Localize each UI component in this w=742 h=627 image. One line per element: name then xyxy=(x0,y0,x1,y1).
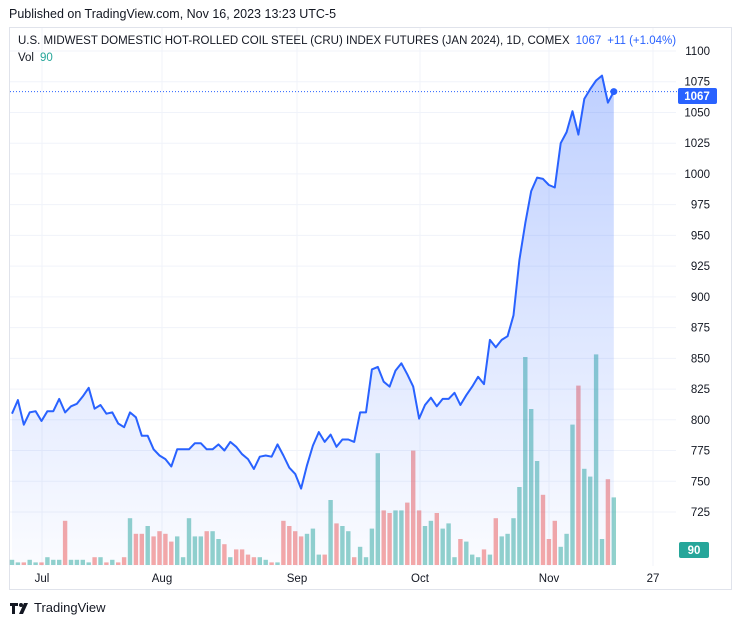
price-tick-label: 725 xyxy=(691,507,710,519)
last-price-dot xyxy=(610,88,618,96)
volume-legend: Vol 90 xyxy=(18,52,53,64)
price-tick-label: 975 xyxy=(691,200,710,212)
price-tick-label: 775 xyxy=(691,446,710,458)
footer-brand[interactable]: TradingView xyxy=(10,600,106,615)
price-area-fill xyxy=(12,75,614,566)
footer-brand-label: TradingView xyxy=(34,600,106,615)
symbol-title: U.S. MIDWEST DOMESTIC HOT-ROLLED COIL ST… xyxy=(18,35,570,47)
tradingview-logo-icon xyxy=(10,602,28,614)
price-tick-label: 825 xyxy=(691,384,710,396)
price-tick-label: 750 xyxy=(691,476,710,488)
price-tick-label: 1075 xyxy=(684,77,710,89)
time-tick-label: Jul xyxy=(35,573,50,585)
price-tick-label: 900 xyxy=(691,292,710,304)
price-tick-label: 800 xyxy=(691,415,710,427)
time-tick-label: Oct xyxy=(411,573,430,585)
price-tick-label: 1000 xyxy=(684,169,710,181)
published-note: Published on TradingView.com, Nov 16, 20… xyxy=(9,7,337,21)
legend-price: 1067 xyxy=(575,35,602,47)
chart-legend: U.S. MIDWEST DOMESTIC HOT-ROLLED COIL ST… xyxy=(18,35,676,47)
price-tick-label: 1050 xyxy=(684,107,710,119)
last-price-badge: 1067 xyxy=(678,88,717,104)
time-tick-label: Sep xyxy=(287,573,307,585)
last-volume-label: 90 xyxy=(688,545,701,557)
time-axis: Jul Aug Sep Oct Nov 27 xyxy=(35,573,660,585)
legend-change: +11 (+1.04%) xyxy=(607,35,677,47)
price-tick-label: 1025 xyxy=(684,138,710,150)
time-tick-label: Aug xyxy=(152,573,172,585)
last-volume-badge: 90 xyxy=(679,542,709,558)
price-tick-label: 925 xyxy=(691,261,710,273)
volume-value: 90 xyxy=(40,52,53,64)
price-tick-label: 850 xyxy=(691,353,710,365)
price-tick-label: 950 xyxy=(691,230,710,242)
chart-frame xyxy=(9,27,732,590)
price-axis: 725 750 775 800 825 850 875 900 925 950 975 1000 102… xyxy=(684,46,710,519)
price-tick-label: 1100 xyxy=(685,46,710,58)
time-tick-label: 27 xyxy=(647,573,660,585)
volume-label: Vol xyxy=(18,52,34,64)
price-tick-label: 875 xyxy=(691,323,710,335)
price-line xyxy=(11,74,615,490)
last-price-label: 1067 xyxy=(684,91,710,103)
time-tick-label: Nov xyxy=(539,573,560,585)
